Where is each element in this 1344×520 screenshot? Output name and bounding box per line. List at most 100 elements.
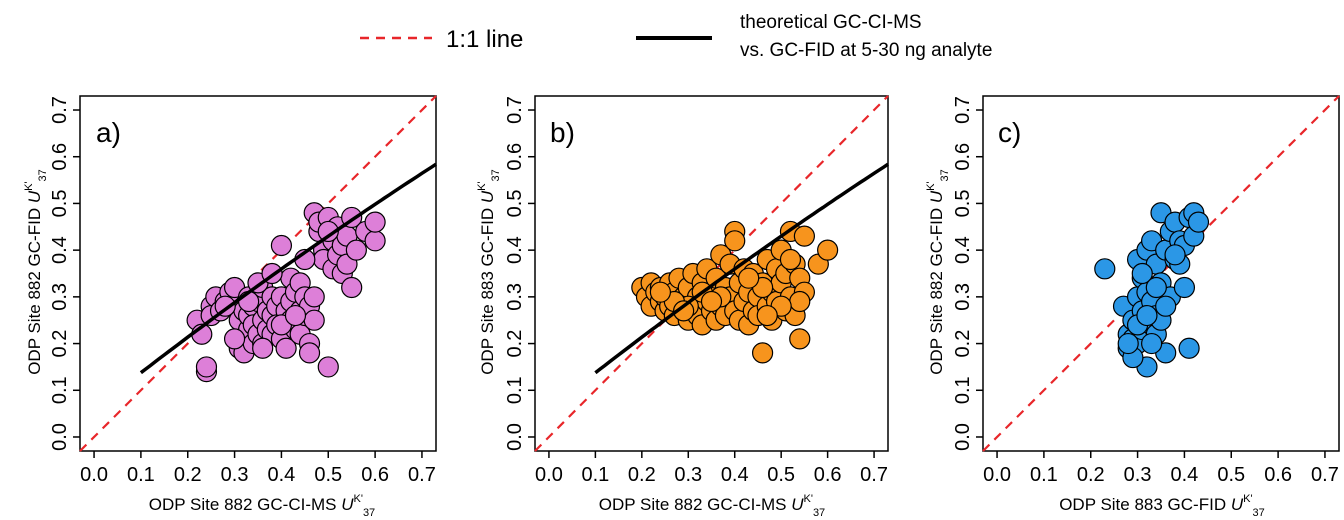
data-point — [817, 239, 839, 261]
y-tick-label: 0.0 — [504, 423, 526, 451]
uk-subscript: 37 — [490, 169, 502, 181]
y-axis: 0.0 0.1 0.2 0.3 0.4 0.5 0.6 0.7 — [49, 96, 80, 451]
y-tick-label: 0.4 — [952, 236, 974, 264]
data-point — [673, 300, 695, 322]
x-tick-label: 0.6 — [1264, 464, 1292, 486]
x-tick-label: 0.0 — [535, 464, 563, 486]
data-point — [195, 356, 218, 378]
theory-line — [594, 162, 889, 375]
x-tick-label: 0.4 — [268, 464, 296, 486]
data-point — [1164, 244, 1186, 266]
data-point — [345, 239, 367, 261]
y-tick-label: 0.0 — [49, 423, 71, 451]
data-point — [1145, 276, 1167, 299]
x-tick-label: 0.3 — [221, 464, 249, 486]
one-to-one-line — [534, 95, 889, 452]
x-tick-label: 0.6 — [814, 464, 842, 486]
uk-subscript: 37 — [1253, 507, 1265, 519]
y-axis-label: ODP Site 882 GC-FID — [25, 208, 44, 375]
panel-label: c) — [998, 117, 1021, 148]
x-axis: 0.0 0.1 0.2 0.3 0.4 0.5 0.6 0.7 — [535, 451, 888, 486]
y-tick-label: 0.2 — [49, 330, 71, 358]
y-tick-label: 0.7 — [504, 96, 526, 124]
uk-subscript: 37 — [813, 507, 825, 519]
y-tick-label: 0.4 — [49, 236, 71, 264]
x-axis-label: ODP Site 882 GC-CI-MS — [599, 495, 787, 514]
x-axis-label: ODP Site 882 GC-CI-MS — [149, 495, 337, 514]
y-axis: 0.0 0.1 0.2 0.3 0.4 0.5 0.6 0.7 — [952, 96, 983, 451]
data-point — [341, 276, 363, 299]
y-tick-label: 0.6 — [49, 143, 71, 171]
uk-subscript: 37 — [939, 169, 951, 181]
x-tick-label: 0.2 — [628, 464, 656, 486]
data-point — [1094, 258, 1116, 280]
x-tick-label: 0.6 — [361, 464, 389, 486]
uk-superscript: K' — [23, 181, 35, 190]
x-tick-label: 0.4 — [721, 464, 749, 486]
x-axis-title: ODP Site 883 GC-FID UK'37 — [1059, 493, 1265, 519]
data-point — [789, 328, 811, 350]
y-tick-label: 0.3 — [504, 283, 526, 311]
data-point — [364, 211, 386, 233]
x-tick-label: 0.7 — [408, 464, 436, 486]
data-points — [631, 220, 839, 364]
legend: 1:1 line theoretical GC-CI-MS vs. GC-FID… — [360, 12, 992, 61]
data-point — [298, 342, 321, 364]
y-tick-label: 0.0 — [952, 423, 974, 451]
uk-symbol: U — [25, 190, 44, 203]
x-tick-label: 0.5 — [314, 464, 342, 486]
uk-superscript: K' — [925, 181, 937, 190]
y-tick-label: 0.5 — [504, 190, 526, 218]
data-point — [1141, 332, 1163, 355]
y-axis: 0.0 0.1 0.2 0.3 0.4 0.5 0.6 0.7 — [504, 96, 535, 451]
x-tick-label: 0.3 — [674, 464, 702, 486]
x-axis: 0.0 0.1 0.2 0.3 0.4 0.5 0.6 0.7 — [983, 451, 1339, 486]
data-point — [1136, 304, 1158, 327]
y-tick-label: 0.6 — [504, 143, 526, 171]
y-tick-label: 0.7 — [952, 96, 974, 124]
uk-symbol: U — [791, 495, 804, 514]
data-point — [284, 304, 307, 327]
x-axis-title: ODP Site 882 GC-CI-MS UK'37 — [599, 493, 825, 519]
y-tick-label: 0.3 — [952, 283, 974, 311]
x-tick-label: 0.0 — [80, 464, 108, 486]
y-axis-title: ODP Site 883 GC-FID UK'37 — [476, 169, 502, 375]
data-point — [789, 290, 811, 313]
y-tick-label: 0.2 — [504, 330, 526, 358]
data-point — [275, 337, 297, 359]
data-point — [270, 234, 293, 257]
y-axis-title: ODP Site 882 GC-FID UK'37 — [23, 169, 49, 375]
y-tick-label: 0.3 — [49, 283, 71, 311]
plot-frame — [79, 95, 437, 452]
x-axis-title: ODP Site 882 GC-CI-MS UK'37 — [149, 493, 375, 519]
y-tick-label: 0.5 — [952, 190, 974, 218]
one-to-one-line — [79, 95, 437, 452]
uk-superscript: K' — [354, 493, 363, 505]
y-tick-label: 0.5 — [49, 190, 71, 218]
uk-symbol: U — [341, 495, 354, 514]
x-tick-label: 0.3 — [1124, 464, 1152, 486]
panel-label: a) — [96, 117, 121, 148]
y-axis-label: ODP Site 883 GC-FID — [478, 208, 497, 375]
y-tick-label: 0.1 — [504, 376, 526, 404]
x-tick-label: 0.4 — [1171, 464, 1199, 486]
data-point — [751, 342, 774, 364]
x-axis: 0.0 0.1 0.2 0.3 0.4 0.5 0.6 0.7 — [80, 451, 436, 486]
panel-c: 0.0 0.1 0.2 0.3 0.4 0.5 0.6 0.7 0.0 0.1 0.2 0.3 0.4… — [925, 95, 1340, 519]
data-point — [223, 328, 246, 350]
x-tick-label: 0.2 — [174, 464, 202, 486]
data-point — [317, 220, 339, 243]
legend-label-theory-line1: theoretical GC-CI-MS — [740, 12, 922, 33]
y-tick-label: 0.1 — [952, 376, 974, 404]
y-axis-title: ODP Site 882 GC-FID UK'37 — [925, 169, 951, 375]
x-axis-label: ODP Site 883 GC-FID — [1059, 495, 1226, 514]
one-to-one-line — [982, 95, 1340, 452]
data-point — [649, 281, 672, 303]
data-point — [793, 225, 815, 247]
x-tick-label: 0.5 — [767, 464, 795, 486]
data-point — [364, 230, 386, 252]
uk-superscript: K' — [476, 181, 488, 190]
data-point — [1117, 332, 1139, 355]
x-tick-label: 0.1 — [127, 464, 155, 486]
